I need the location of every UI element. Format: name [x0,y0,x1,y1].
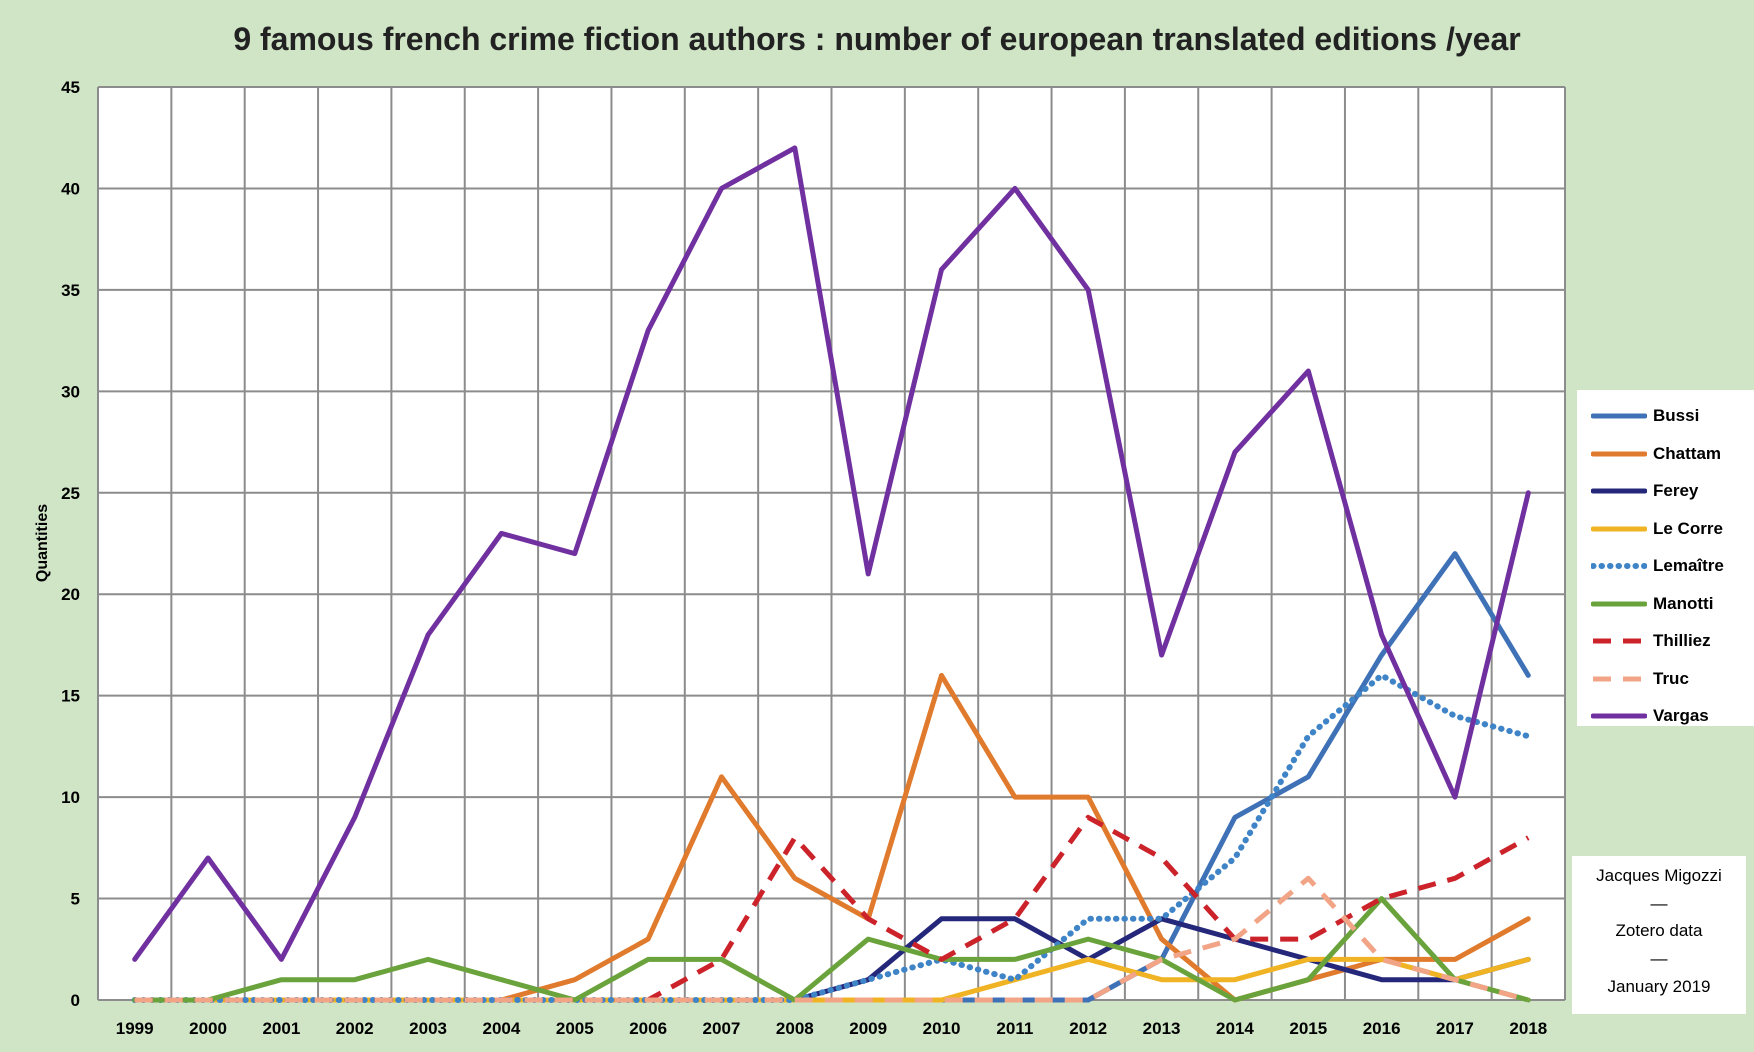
series-line-lema-tre [131,672,1532,1003]
legend-swatch [1593,638,1645,644]
x-tick-label: 2006 [629,1019,667,1038]
x-tick-label: 2012 [1069,1019,1107,1038]
legend-swatch [1591,601,1647,606]
x-tick-label: 2007 [703,1019,741,1038]
legend-label: Manotti [1653,593,1714,613]
x-tick-label: 2013 [1143,1019,1181,1038]
credit-box: Jacques Migozzi — Zotero data — January … [1572,856,1746,1014]
x-tick-label: 2016 [1363,1019,1401,1038]
legend-label: Thilliez [1653,631,1711,650]
y-tick-label: 30 [61,382,80,401]
legend-item: Chattam [1591,444,1721,464]
credit-separator: — [1650,894,1668,913]
x-tick-label: 2008 [776,1019,814,1038]
legend-swatch [1591,488,1647,494]
legend: Bussi Chattam Ferey Le Corre Lemaître Manotti… [1577,390,1754,726]
x-tick-label: 2001 [262,1019,300,1038]
legend-item: Le Corre [1591,519,1723,539]
x-tick-label: 2011 [996,1019,1033,1038]
legend-label: Vargas [1653,706,1709,725]
y-tick-label: 10 [61,788,80,807]
legend-item: Vargas [1591,706,1709,726]
y-tick-label: 45 [61,78,80,97]
credit-separator: — [1650,949,1668,968]
series-line-thilliez [134,814,1530,1003]
legend-swatch [1591,713,1647,719]
legend-item: Ferey [1591,481,1698,501]
x-tick-label: 2002 [336,1019,374,1038]
credit-source: Zotero data [1615,921,1703,940]
y-tick-label: 15 [61,687,80,706]
y-tick-label: 0 [71,991,80,1010]
y-tick-label: 25 [61,484,80,503]
x-tick-label: 2000 [189,1019,227,1038]
x-tick-label: 1999 [116,1019,154,1038]
x-axis-ticks: 1999 2000 2001 2002 2003 2004 2005 2006 2007 2008… [116,1019,1547,1038]
x-tick-label: 2010 [923,1019,961,1038]
credit-date: January 2019 [1607,977,1711,996]
x-tick-label: 2017 [1436,1019,1474,1038]
x-tick-label: 2004 [483,1019,521,1038]
legend-swatch [1591,526,1647,531]
grid [97,86,1566,1001]
credit-author: Jacques Migozzi [1596,866,1722,885]
legend-item: Thilliez [1591,631,1711,651]
x-tick-label: 2015 [1289,1019,1327,1038]
legend-label: Truc [1653,668,1689,688]
x-tick-label: 2009 [849,1019,887,1038]
legend-label: Lemaître [1653,556,1724,575]
series-line-vargas [132,145,1531,962]
series-line-manotti [132,896,1531,1003]
legend-item: Lemaître [1591,556,1724,576]
legend-label: Le Corre [1653,518,1723,538]
y-axis-ticks: 0 5 10 15 20 25 30 35 40 45 [61,78,80,1010]
y-tick-label: 5 [71,890,80,909]
series-lines [131,145,1532,1003]
y-tick-label: 35 [61,281,80,300]
legend-item: Bussi [1591,406,1699,426]
legend-item: Truc [1591,669,1689,689]
y-axis-label: Quantities [34,504,51,582]
series-line-truc [134,875,1529,1003]
x-tick-label: 2014 [1216,1019,1254,1038]
legend-swatch [1591,563,1647,569]
x-tick-label: 2003 [409,1019,447,1038]
legend-swatch [1593,676,1645,681]
x-tick-label: 2018 [1509,1019,1547,1038]
y-tick-label: 40 [61,179,80,198]
x-tick-label: 2005 [556,1019,594,1038]
chart-title: 9 famous french crime fiction authors : … [233,21,1520,57]
legend-label: Ferey [1653,481,1699,500]
legend-label: Chattam [1653,443,1722,463]
legend-swatch [1591,451,1647,456]
legend-swatch [1591,413,1647,419]
y-tick-label: 20 [61,585,80,604]
legend-item: Manotti [1591,594,1713,614]
legend-label: Bussi [1653,406,1700,425]
